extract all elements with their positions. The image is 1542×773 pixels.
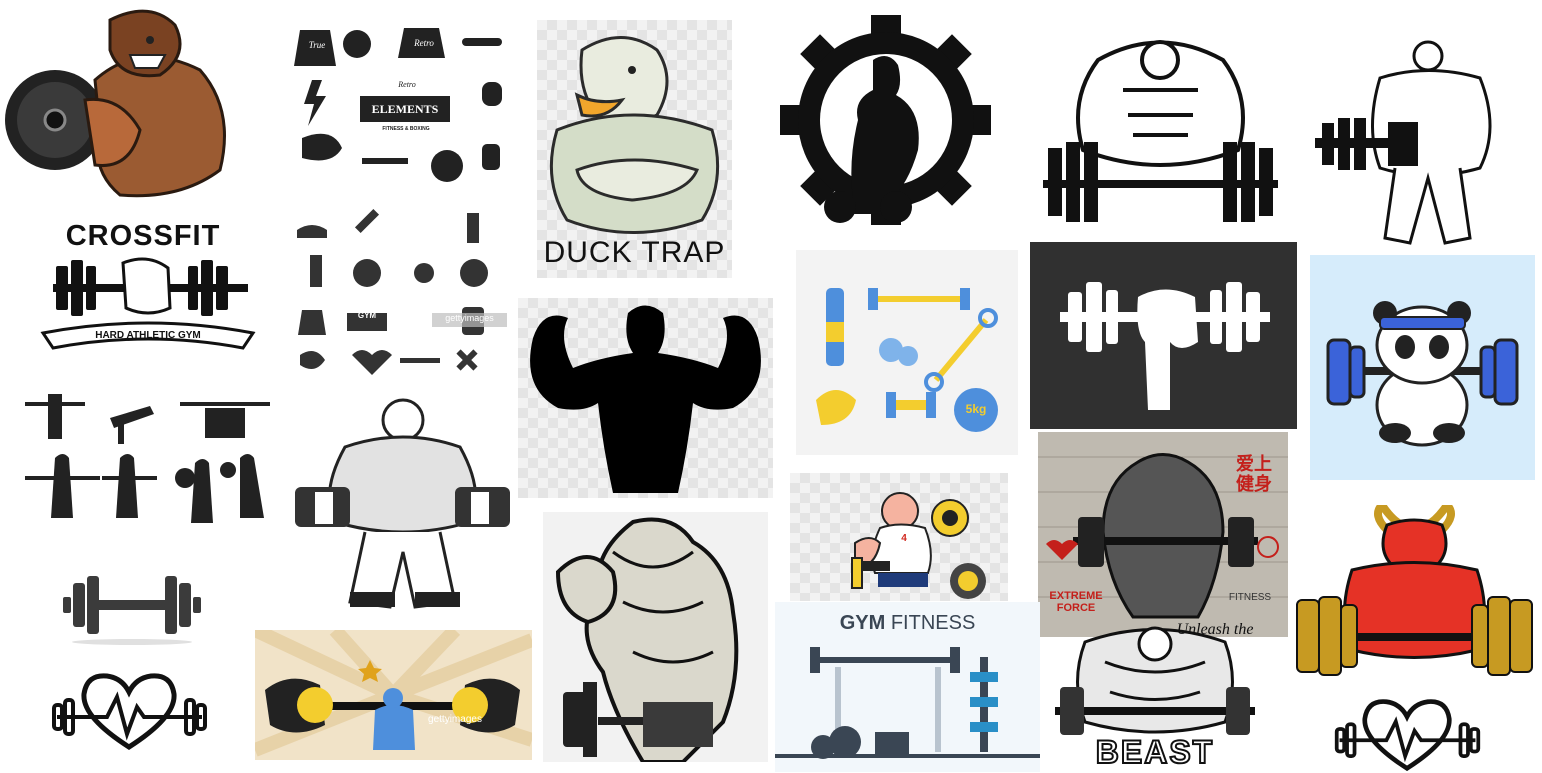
vintage-bodybuilder-illustration — [555, 517, 739, 762]
beast-illustration — [1055, 626, 1255, 735]
crossfit-ribbon-text: HARD ATHLETIC GYM — [95, 330, 201, 341]
true-label: True — [308, 40, 326, 50]
pitbull-illustration — [5, 9, 226, 198]
elements-label: ELEMENTS — [371, 102, 439, 116]
image-tile-gear[interactable] — [778, 10, 993, 242]
gear-silhouette-illustration — [780, 15, 991, 225]
image-tile-dumbbell-icon[interactable] — [55, 570, 210, 645]
gym-label: GYM — [357, 311, 377, 320]
image-tile-gym-icons[interactable]: GYM gettyimages — [292, 205, 512, 385]
heart-barbell-icon — [1334, 699, 1481, 772]
strongman-illustration — [255, 630, 532, 757]
elements-sub-label: FITNESS & BOXING — [382, 126, 430, 132]
image-tile-equipment-flat[interactable]: 5kg — [796, 250, 1018, 455]
image-tile-flexing[interactable] — [518, 298, 773, 498]
crossfit-title: CROSSFIT — [65, 220, 221, 252]
extreme-force-label: EXTREME FORCE — [1049, 590, 1103, 614]
gym-fitness-title-bold: GYM — [839, 612, 886, 634]
fist-barbell-illustration — [1060, 282, 1270, 410]
image-tile-muscleman-dumbbells[interactable] — [295, 392, 510, 614]
heart-barbell-icon — [52, 673, 207, 750]
dumbbell-icon — [63, 576, 201, 645]
silhouettes-illustration — [25, 394, 270, 523]
crossfit-barbell-illustration — [40, 257, 256, 350]
duck-trap-caption: DUCK TRAP — [543, 236, 726, 269]
image-tile-crossfit[interactable]: CROSSFIT HARD ATHLETIC GYM — [38, 218, 263, 353]
image-tile-muscleman-lift[interactable] — [1038, 30, 1283, 225]
gym-icon-grid-illustration — [297, 208, 507, 375]
flexing-silhouette-illustration — [530, 305, 761, 493]
duck-mascot-illustration — [549, 36, 720, 234]
image-tile-duck-trap[interactable]: DUCK TRAP — [537, 20, 732, 278]
image-tile-retro-elements[interactable]: True Retro Retro ELEMENTS FITNESS & BOXI… — [292, 18, 517, 188]
image-tile-panda[interactable] — [1310, 255, 1535, 480]
image-tile-cartoon-lifter[interactable]: 4 — [790, 473, 1008, 601]
beast-text: BEAST — [1095, 733, 1215, 771]
bodybuilder-sketch-illustration — [1315, 40, 1492, 245]
gym-fitness-illustration — [775, 647, 1040, 759]
unleash-text: Unleash the — [1176, 622, 1254, 638]
gym-fitness-title-light: FITNESS — [890, 612, 976, 634]
chinese-title: 爱上健身 — [1236, 454, 1272, 494]
muscleman-dumbbells-illustration — [295, 398, 510, 609]
image-tile-heart-barbell-left[interactable] — [52, 672, 207, 752]
retro-label: Retro — [414, 38, 434, 48]
image-tile-bodybuilder-sketch[interactable] — [1310, 38, 1505, 248]
image-tile-unleash-beast[interactable]: Unleash the BEAST — [1055, 622, 1255, 773]
image-tile-extreme-force[interactable]: 爱上健身 EXTREME FORCE FITNESS — [1038, 432, 1288, 637]
strongman-watermark: gettyimages — [428, 714, 482, 725]
extreme-force-illustration — [1038, 453, 1288, 619]
image-tile-heart-barbell-right[interactable] — [1330, 698, 1485, 773]
gym-watermark: gettyimages — [445, 313, 494, 323]
elements-top-label: Retro — [398, 80, 416, 89]
image-tile-fist-dark[interactable] — [1030, 242, 1297, 429]
image-tile-vintage-bodybuilder[interactable] — [543, 512, 768, 762]
gym-fitness-title: GYM FITNESS — [775, 612, 1040, 635]
image-tile-strongman[interactable]: gettyimages — [255, 630, 532, 760]
cartoon-lifter-illustration — [851, 492, 986, 599]
fitness-label: FITNESS — [1228, 592, 1272, 603]
panda-illustration — [1326, 301, 1519, 447]
kettlebell-label: 5kg — [965, 402, 987, 416]
retro-icons-illustration — [294, 28, 502, 182]
lifter-shirt-label: 4 — [901, 533, 907, 544]
bull-mascot-illustration — [1296, 505, 1533, 676]
image-tile-equipment-silhouettes[interactable] — [20, 388, 275, 533]
equipment-flat-illustration — [816, 288, 998, 432]
image-tile-gym-fitness[interactable]: GYM FITNESS — [775, 602, 1040, 772]
muscleman-lift-illustration — [1043, 40, 1278, 222]
image-tile-bull[interactable] — [1292, 505, 1537, 680]
image-tile-pitbull[interactable] — [0, 0, 240, 205]
